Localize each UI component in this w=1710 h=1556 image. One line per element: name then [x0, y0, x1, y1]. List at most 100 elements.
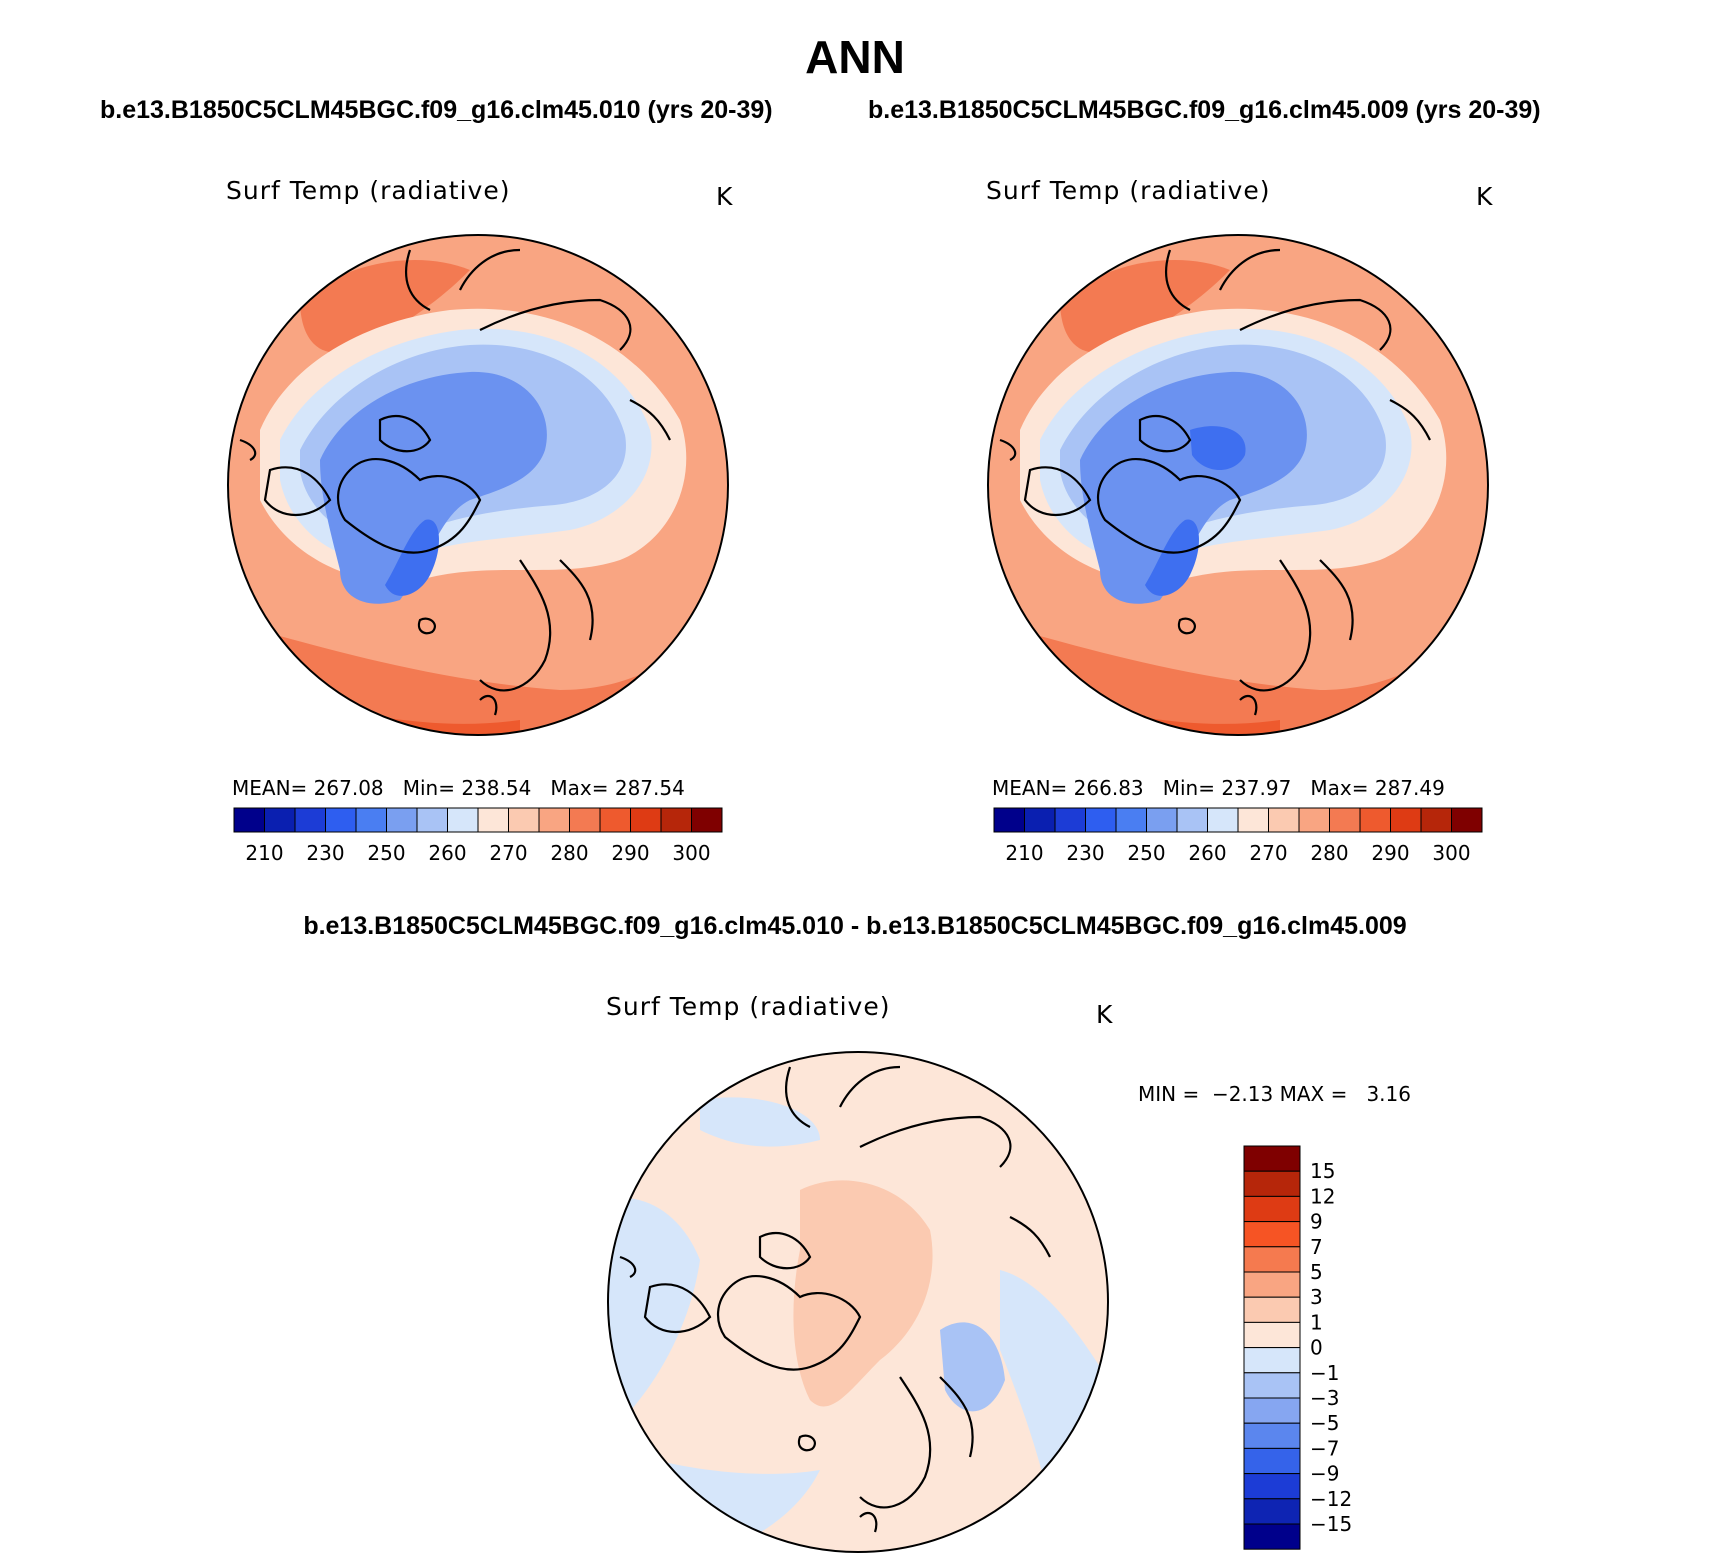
right-colorbar-label: 210	[1005, 841, 1043, 865]
left-colorbar-label: 230	[306, 841, 344, 865]
diff-colorbar-box	[1243, 1271, 1301, 1298]
right-case-name: b.e13.B1850C5CLM45BGC.f09_g16.clm45.009 …	[868, 96, 1541, 124]
left-colorbar-label: 290	[611, 841, 649, 865]
right-colorbar-box	[993, 807, 1025, 833]
left-min-label: Min=	[402, 776, 455, 800]
left-max-value: 287.54	[614, 776, 685, 800]
left-variable-title: Surf Temp (radiative)	[226, 176, 511, 205]
left-case-name: b.e13.B1850C5CLM45BGC.f09_g16.clm45.010 …	[100, 96, 773, 124]
left-field-cold	[320, 371, 547, 604]
right-map-border	[987, 234, 1489, 736]
diff-colorbar-label: 7	[1310, 1235, 1323, 1259]
left-colorbar-box	[477, 807, 509, 833]
right-colorbar-box	[1024, 807, 1056, 833]
right-min-value: 237.97	[1221, 776, 1292, 800]
difference-title: b.e13.B1850C5CLM45BGC.f09_g16.clm45.010 …	[303, 912, 1407, 940]
figure-title: ANN	[805, 31, 905, 83]
diff-colorbar-label: −12	[1310, 1487, 1352, 1511]
left-max-label: Max=	[550, 776, 609, 800]
right-colorbar-box	[1420, 807, 1452, 833]
left-colorbar-box	[386, 807, 418, 833]
right-colorbar-label: 300	[1432, 841, 1470, 865]
left-mean-label: MEAN=	[232, 776, 308, 800]
left-colorbar-label: 270	[489, 841, 527, 865]
right-colorbar: 210 230 250 260 270 280 290 300	[993, 807, 1483, 865]
left-units: K	[716, 182, 733, 211]
diff-field-negative-scand	[940, 1322, 1005, 1412]
diff-colorbar-label: 9	[1310, 1210, 1323, 1234]
diff-colorbar-label: 15	[1310, 1159, 1335, 1183]
left-polar-map	[228, 235, 728, 735]
diff-colorbar-label: 0	[1310, 1336, 1323, 1360]
diff-colorbar-box	[1243, 1447, 1301, 1475]
diff-colorbar-box	[1243, 1170, 1301, 1197]
left-min-value: 238.54	[461, 776, 532, 800]
diff-colorbar-box	[1243, 1221, 1301, 1248]
left-colorbar-box	[599, 807, 631, 833]
right-field-pacific-warm	[1060, 260, 1230, 353]
diff-stats: MIN = −2.13 MAX = 3.16	[1138, 1082, 1411, 1106]
diff-min-label: MIN =	[1138, 1082, 1200, 1106]
right-colorbar-box	[1054, 807, 1086, 833]
right-colorbar-label: 290	[1371, 841, 1409, 865]
right-colorbar-label: 270	[1249, 841, 1287, 865]
left-colorbar-box	[294, 807, 326, 833]
left-colorbar-box	[264, 807, 296, 833]
right-colorbar-box	[1176, 807, 1208, 833]
left-colorbar-box	[355, 807, 387, 833]
right-colorbar-box	[1085, 807, 1117, 833]
left-colorbar-label: 210	[245, 841, 283, 865]
right-colorbar-box	[1329, 807, 1361, 833]
diff-colorbar-box	[1243, 1498, 1301, 1525]
left-coastlines	[239, 248, 671, 716]
right-colorbar-box	[1237, 807, 1269, 833]
right-coastlines	[999, 248, 1431, 716]
right-max-value: 287.49	[1374, 776, 1445, 800]
right-max-label: Max=	[1310, 776, 1369, 800]
diff-colorbar-box	[1243, 1372, 1301, 1399]
diff-max-label: MAX =	[1279, 1082, 1348, 1106]
diff-colorbar-label: 3	[1310, 1285, 1323, 1309]
diff-colorbar-label: −1	[1310, 1361, 1339, 1385]
diff-field-positive-center	[793, 1180, 933, 1407]
right-colorbar-box	[1451, 807, 1483, 833]
left-map-border	[227, 234, 729, 736]
right-colorbar-label: 260	[1188, 841, 1226, 865]
right-stats: MEAN= 266.83 Min= 237.97 Max= 287.49	[992, 776, 1445, 800]
right-colorbar-box	[1115, 807, 1147, 833]
left-colorbar-box	[538, 807, 570, 833]
left-colorbar-box	[691, 807, 723, 833]
right-colorbar-box	[1359, 807, 1391, 833]
diff-colorbar-label: −3	[1310, 1386, 1339, 1410]
left-colorbar-label: 280	[550, 841, 588, 865]
diff-colorbar-label: −15	[1310, 1512, 1352, 1536]
diff-max-value: 3.16	[1366, 1082, 1411, 1106]
right-field-cold	[1080, 371, 1307, 604]
left-colorbar-box	[416, 807, 448, 833]
diff-coastlines	[619, 1065, 1051, 1533]
diff-colorbar-label: 5	[1310, 1260, 1323, 1284]
diff-colorbar-label: 1	[1310, 1310, 1323, 1334]
diff-colorbar-box	[1243, 1473, 1301, 1500]
right-colorbar-box	[1268, 807, 1300, 833]
right-units: K	[1476, 182, 1493, 211]
diff-colorbar-box	[1243, 1296, 1301, 1323]
right-colorbar-box	[1207, 807, 1239, 833]
right-variable-title: Surf Temp (radiative)	[986, 176, 1271, 205]
diff-polar-map	[608, 1052, 1108, 1552]
diff-colorbar-box	[1243, 1397, 1301, 1424]
left-colorbar-box	[630, 807, 662, 833]
left-colorbar-box	[569, 807, 601, 833]
right-colorbar-label: 280	[1310, 841, 1348, 865]
right-colorbar-label: 230	[1066, 841, 1104, 865]
right-colorbar-box	[1298, 807, 1330, 833]
left-colorbar: 210 230 250 260 270 280 290 300	[233, 807, 723, 865]
left-colorbar-label: 300	[672, 841, 710, 865]
left-field-pacific-warm	[300, 260, 470, 353]
right-mean-value: 266.83	[1073, 776, 1144, 800]
left-mean-value: 267.08	[313, 776, 384, 800]
right-field-deep-cold	[1190, 426, 1246, 470]
diff-colorbar-label: 12	[1310, 1184, 1335, 1208]
